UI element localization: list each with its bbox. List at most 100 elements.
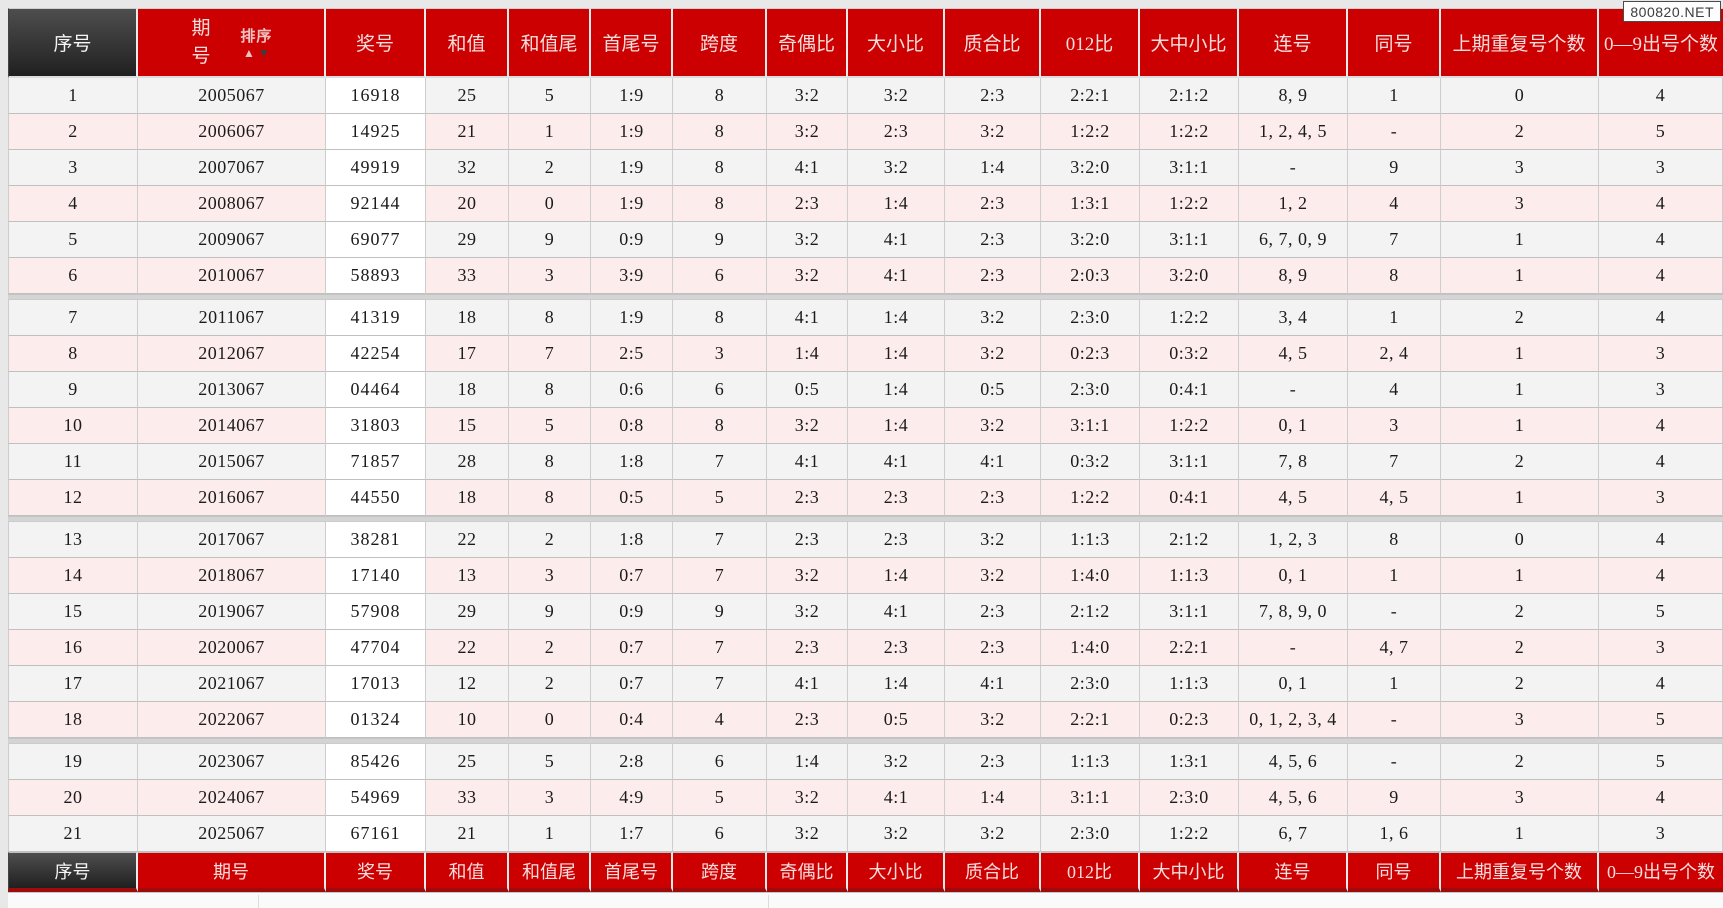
cell-serial: 7 — [8, 300, 138, 336]
cell-span: 7 — [673, 666, 767, 702]
col-012-ratio: 012比 — [1041, 8, 1140, 78]
cell-odd-even: 3:2 — [767, 114, 848, 150]
cell-prime-composite: 2:3 — [945, 258, 1041, 294]
cell-prize: 17013 — [326, 666, 426, 702]
cell-odd-even: 3:2 — [767, 816, 848, 852]
cell-sum-tail: 0 — [509, 186, 591, 222]
lottery-table: 序号 期号 排序 ▲ ▼ 奖号 和值 和值尾 — [8, 8, 1723, 892]
cell-012-ratio: 2:3:0 — [1041, 816, 1140, 852]
cell-same-number: - — [1348, 702, 1441, 738]
cell-digit-count: 4 — [1599, 186, 1723, 222]
cell-same-number: 8 — [1348, 522, 1441, 558]
cell-odd-even: 3:2 — [767, 594, 848, 630]
footer-col-big-mid-small: 大中小比 — [1140, 852, 1239, 892]
cell-big-small: 1:4 — [848, 408, 945, 444]
cell-big-mid-small: 3:1:1 — [1140, 444, 1239, 480]
cell-prize: 57908 — [326, 594, 426, 630]
cell-digit-count: 5 — [1599, 744, 1723, 780]
col-span: 跨度 — [673, 8, 767, 78]
sort-desc-icon[interactable]: ▼ — [257, 46, 270, 60]
col-issue-label: 期号 — [191, 17, 211, 67]
cell-big-small: 4:1 — [848, 444, 945, 480]
cell-span: 9 — [673, 222, 767, 258]
cell-prize: 44550 — [326, 480, 426, 516]
cell-repeat-prev: 2 — [1441, 114, 1599, 150]
cell-same-number: 3 — [1348, 408, 1441, 444]
cell-sum-tail: 1 — [509, 114, 591, 150]
cell-big-small: 1:4 — [848, 186, 945, 222]
cell-serial: 20 — [8, 780, 138, 816]
table-row: 18 2022067 01324 10 0 0:4 4 2:3 0:5 3:2 2:2:1 0:2:3… — [8, 702, 1723, 738]
cell-same-number: 2, 4 — [1348, 336, 1441, 372]
cell-big-mid-small: 2:2:1 — [1140, 630, 1239, 666]
sort-asc-icon[interactable]: ▲ — [243, 46, 255, 60]
cell-repeat-prev: 1 — [1441, 258, 1599, 294]
cell-sum: 21 — [426, 816, 509, 852]
cell-min-max: 0:9 — [591, 222, 673, 258]
cell-repeat-prev: 2 — [1441, 666, 1599, 702]
cell-consecutive: 4, 5 — [1239, 336, 1348, 372]
sort-control[interactable]: 排序 ▲ ▼ — [240, 29, 273, 60]
cell-sum-tail: 5 — [509, 408, 591, 444]
cell-sum-tail: 3 — [509, 780, 591, 816]
cell-issue: 2016067 — [138, 480, 326, 516]
cell-big-mid-small: 3:1:1 — [1140, 150, 1239, 186]
cell-issue: 2007067 — [138, 150, 326, 186]
cell-span: 7 — [673, 444, 767, 480]
cell-serial: 11 — [8, 444, 138, 480]
cell-prize: 69077 — [326, 222, 426, 258]
cell-sum: 29 — [426, 222, 509, 258]
cell-prime-composite: 3:2 — [945, 816, 1041, 852]
cell-consecutive: 0, 1 — [1239, 558, 1348, 594]
cell-digit-count: 4 — [1599, 444, 1723, 480]
cell-prize: 47704 — [326, 630, 426, 666]
cell-span: 6 — [673, 744, 767, 780]
cell-same-number: 7 — [1348, 444, 1441, 480]
cell-big-small: 2:3 — [848, 630, 945, 666]
cell-same-number: 1 — [1348, 558, 1441, 594]
table-row: 2 2006067 14925 21 1 1:9 8 3:2 2:3 3:2 1:2:2 1:2:2 1… — [8, 114, 1723, 150]
cell-big-mid-small: 1:2:2 — [1140, 408, 1239, 444]
cell-big-small: 4:1 — [848, 594, 945, 630]
cell-big-small: 3:2 — [848, 744, 945, 780]
cell-serial: 16 — [8, 630, 138, 666]
cell-same-number: 9 — [1348, 150, 1441, 186]
cell-span: 5 — [673, 480, 767, 516]
footer-col-repeat-prev: 上期重复号个数 — [1441, 852, 1599, 892]
cell-sum: 12 — [426, 666, 509, 702]
cell-digit-count: 3 — [1599, 480, 1723, 516]
table-row: 19 2023067 85426 25 5 2:8 6 1:4 3:2 2:3 1:1:3 1:3:1… — [8, 744, 1723, 780]
cell-consecutive: 8, 9 — [1239, 258, 1348, 294]
cell-prize: 38281 — [326, 522, 426, 558]
cell-serial: 3 — [8, 150, 138, 186]
cell-sum-tail: 8 — [509, 480, 591, 516]
cell-012-ratio: 1:3:1 — [1041, 186, 1140, 222]
cell-012-ratio: 2:3:0 — [1041, 666, 1140, 702]
cell-sum: 25 — [426, 78, 509, 114]
table-row: 6 2010067 58893 33 3 3:9 6 3:2 4:1 2:3 2:0:3 3:2:0 8… — [8, 258, 1723, 294]
cell-consecutive: 8, 9 — [1239, 78, 1348, 114]
cell-sum-tail: 2 — [509, 666, 591, 702]
cell-issue: 2022067 — [138, 702, 326, 738]
cell-big-small: 1:4 — [848, 300, 945, 336]
cell-prize: 67161 — [326, 816, 426, 852]
cell-min-max: 3:9 — [591, 258, 673, 294]
cell-prime-composite: 2:3 — [945, 78, 1041, 114]
cell-odd-even: 3:2 — [767, 558, 848, 594]
cell-same-number: 1 — [1348, 666, 1441, 702]
cell-big-mid-small: 0:3:2 — [1140, 336, 1239, 372]
cell-prize: 85426 — [326, 744, 426, 780]
sort-label[interactable]: 排序 — [240, 29, 273, 45]
cell-big-small: 2:3 — [848, 480, 945, 516]
cell-min-max: 1:8 — [591, 522, 673, 558]
cell-serial: 19 — [8, 744, 138, 780]
col-serial: 序号 — [8, 8, 138, 78]
cell-prime-composite: 0:5 — [945, 372, 1041, 408]
cell-012-ratio: 1:4:0 — [1041, 630, 1140, 666]
cell-repeat-prev: 1 — [1441, 408, 1599, 444]
cell-sum: 10 — [426, 702, 509, 738]
cell-consecutive: 7, 8 — [1239, 444, 1348, 480]
cell-same-number: 1 — [1348, 300, 1441, 336]
footer-col-prime-composite: 质合比 — [945, 852, 1041, 892]
cell-big-small: 2:3 — [848, 522, 945, 558]
